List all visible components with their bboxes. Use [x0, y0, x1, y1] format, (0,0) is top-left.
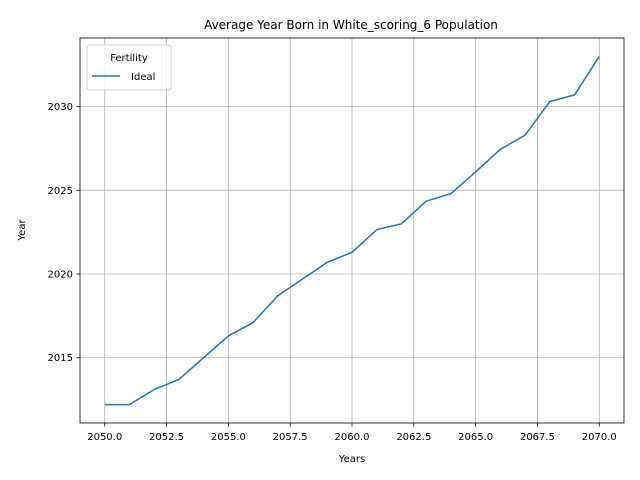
chart-title: Average Year Born in White_scoring_6 Pop…: [204, 18, 498, 32]
x-tick-label: 2065.0: [458, 432, 493, 443]
series-line-ideal: [104, 56, 600, 406]
legend-box: [86, 44, 172, 91]
legend: Fertility Ideal: [86, 44, 172, 91]
series-layer: [104, 56, 600, 406]
x-tick-label: 2055.0: [211, 432, 246, 443]
x-axis-label: Years: [338, 454, 365, 465]
x-tick-label: 2070.0: [582, 432, 617, 443]
x-tick-label: 2067.5: [520, 432, 555, 443]
x-axis: 2050.0 2052.5 2055.0 2057.5 2060.0 2062.5 2065…: [87, 423, 617, 443]
grid: [80, 38, 624, 423]
y-tick-label: 2015: [48, 353, 73, 364]
legend-label-ideal: Ideal: [131, 72, 155, 83]
y-axis: 2015 2020 2025 2030: [48, 102, 80, 364]
x-tick-label: 2062.5: [396, 432, 431, 443]
y-tick-label: 2020: [48, 270, 73, 281]
y-tick-label: 2025: [48, 186, 73, 197]
x-tick-label: 2060.0: [335, 432, 370, 443]
x-tick-label: 2052.5: [149, 432, 184, 443]
x-tick-label: 2050.0: [87, 432, 122, 443]
y-axis-label: Year: [17, 219, 28, 242]
legend-title: Fertility: [110, 53, 148, 64]
y-tick-label: 2030: [48, 102, 73, 113]
x-tick-label: 2057.5: [273, 432, 308, 443]
